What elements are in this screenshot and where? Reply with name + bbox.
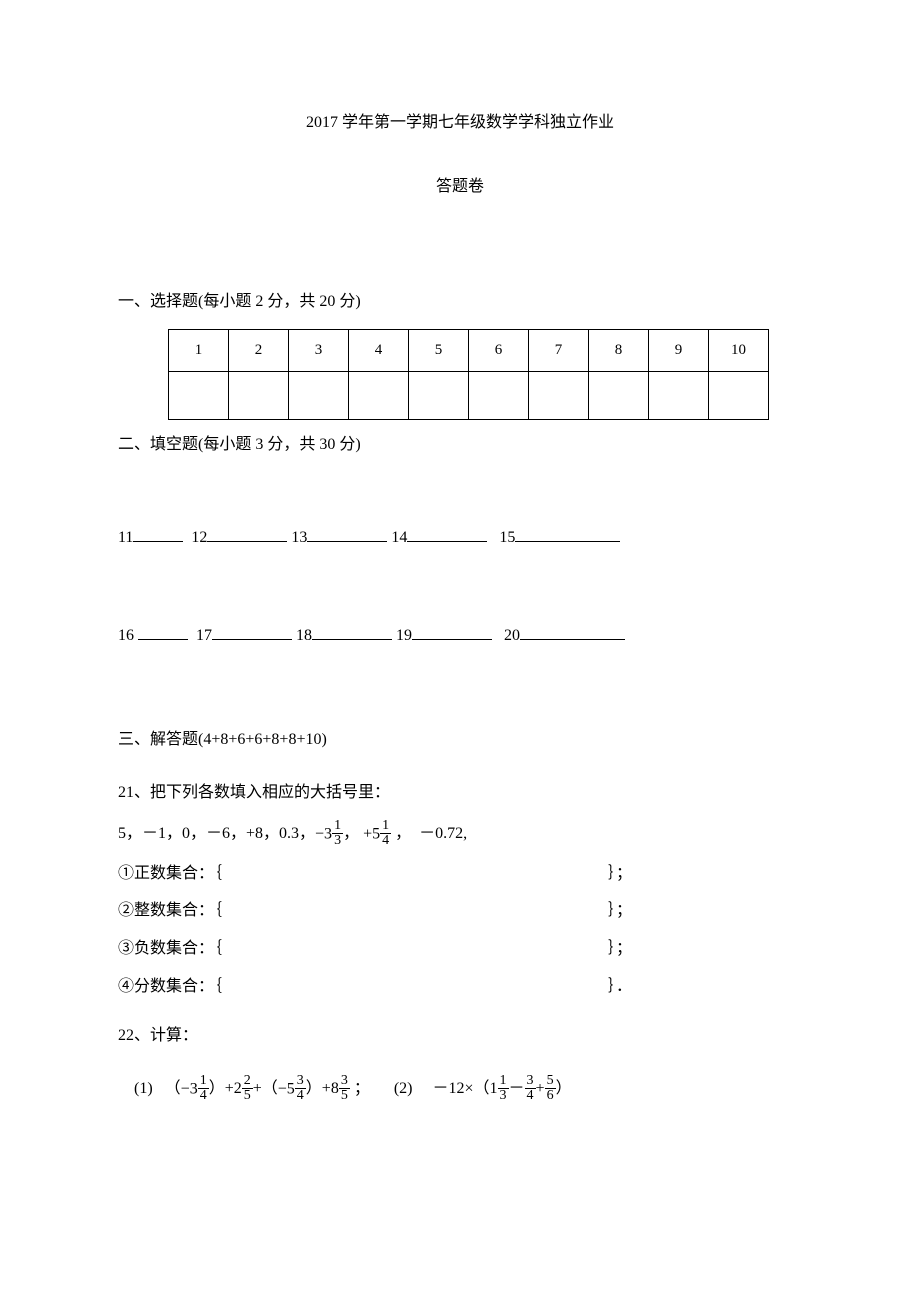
mixed-whole: −3	[181, 1080, 198, 1097]
fill-row-1: 11 12 13 14 15	[118, 525, 802, 551]
table-answer-row	[169, 371, 769, 419]
fraction: 56	[545, 1074, 556, 1103]
document-title: 2017 学年第一学期七年级数学学科独立作业	[118, 110, 802, 136]
set-row: ②整数集合：｛ ｝；	[118, 898, 802, 924]
table-answer-cell[interactable]	[349, 371, 409, 419]
table-header-cell: 10	[709, 329, 769, 371]
numbers-prefix: 5，－1，0，－6，+8，0.3，	[118, 825, 315, 842]
table-header-row: 1 2 3 4 5 6 7 8 9 10	[169, 329, 769, 371]
q22-p2-suffix: ）	[556, 1080, 572, 1097]
q21-heading: 21、把下列各数填入相应的大括号里：	[118, 780, 802, 806]
fraction: 25	[242, 1074, 253, 1103]
table-answer-cell[interactable]	[529, 371, 589, 419]
fraction: 13	[498, 1074, 509, 1103]
fill-row-2: 16 17 18 19 20	[118, 623, 802, 649]
fill-blank[interactable]	[212, 624, 292, 640]
table-header-cell: 6	[469, 329, 529, 371]
section1-heading: 一、选择题(每小题 2 分，共 20 分)	[118, 289, 802, 315]
fill-blank[interactable]	[133, 526, 183, 542]
q22-p1-prefix: (1) （	[134, 1080, 181, 1097]
set-row: ④分数集合：｛ ｝．	[118, 974, 802, 1000]
set-label: ③负数集合：｛	[118, 936, 222, 962]
set-close: ｝；	[608, 861, 632, 887]
table-answer-cell[interactable]	[169, 371, 229, 419]
set-label: ①正数集合：｛	[118, 861, 222, 887]
fill-blank[interactable]	[407, 526, 487, 542]
fill-blank[interactable]	[207, 526, 287, 542]
op: +（	[253, 1080, 278, 1097]
fill-label: 17	[196, 627, 212, 644]
fill-label: 12	[191, 529, 207, 546]
op: ）+2	[209, 1080, 242, 1097]
table-header-cell: 4	[349, 329, 409, 371]
numbers-suffix: ， －0.72,	[391, 825, 467, 842]
fill-label: 19	[396, 627, 412, 644]
q21-number-list: 5，－1，0，－6，+8，0.3，−313， +514 ， －0.72,	[118, 820, 802, 849]
fraction: 13	[332, 819, 343, 848]
table-header-cell: 7	[529, 329, 589, 371]
table-header-cell: 3	[289, 329, 349, 371]
table-header-cell: 9	[649, 329, 709, 371]
fill-label: 14	[391, 529, 407, 546]
fraction: 14	[380, 819, 391, 848]
op: －	[509, 1080, 525, 1097]
table-answer-cell[interactable]	[709, 371, 769, 419]
table-header-cell: 1	[169, 329, 229, 371]
table-answer-cell[interactable]	[589, 371, 649, 419]
fraction: 34	[525, 1074, 536, 1103]
table-header-cell: 5	[409, 329, 469, 371]
fill-label: 15	[499, 529, 515, 546]
set-label: ④分数集合：｛	[118, 974, 222, 1000]
table-header-cell: 2	[229, 329, 289, 371]
fill-label: 13	[291, 529, 307, 546]
fill-blank[interactable]	[307, 526, 387, 542]
set-label: ②整数集合：｛	[118, 898, 222, 924]
comma: ，	[343, 825, 359, 842]
fill-blank[interactable]	[412, 624, 492, 640]
table-header-cell: 8	[589, 329, 649, 371]
fill-blank[interactable]	[138, 624, 188, 640]
set-close: ｝；	[608, 898, 632, 924]
fraction: 35	[339, 1074, 350, 1103]
mixed-whole: +5	[363, 825, 380, 842]
fill-label: 18	[296, 627, 312, 644]
table-answer-cell[interactable]	[289, 371, 349, 419]
op: ）+8	[306, 1080, 339, 1097]
table-answer-cell[interactable]	[649, 371, 709, 419]
set-row: ③负数集合：｛ ｝；	[118, 936, 802, 962]
fill-blank[interactable]	[520, 624, 625, 640]
set-close: ｝；	[608, 936, 632, 962]
fraction: 14	[198, 1074, 209, 1103]
table-answer-cell[interactable]	[409, 371, 469, 419]
set-close: ｝．	[608, 974, 632, 1000]
mixed-whole: −5	[278, 1080, 295, 1097]
fill-label: 20	[504, 627, 520, 644]
q22-expressions: (1) （−314）+225+（−534）+835 ； (2) －12×（113…	[134, 1075, 802, 1104]
fraction: 34	[295, 1074, 306, 1103]
set-row: ①正数集合：｛ ｝；	[118, 861, 802, 887]
table-answer-cell[interactable]	[469, 371, 529, 419]
fill-label: 16	[118, 627, 134, 644]
table-answer-cell[interactable]	[229, 371, 289, 419]
section3-heading: 三、解答题(4+8+6+6+8+8+10)	[118, 727, 802, 753]
section2-heading: 二、填空题(每小题 3 分，共 30 分)	[118, 432, 802, 458]
fill-label: 11	[118, 529, 133, 546]
fill-blank[interactable]	[312, 624, 392, 640]
document-subtitle: 答题卷	[118, 174, 802, 200]
mixed-whole: −3	[315, 825, 332, 842]
q22-p1-suffix: ； (2) －12×（1	[350, 1080, 498, 1097]
op: +	[536, 1080, 545, 1097]
q22-heading: 22、计算：	[118, 1023, 802, 1049]
answer-table: 1 2 3 4 5 6 7 8 9 10	[168, 329, 769, 420]
fill-blank[interactable]	[515, 526, 620, 542]
